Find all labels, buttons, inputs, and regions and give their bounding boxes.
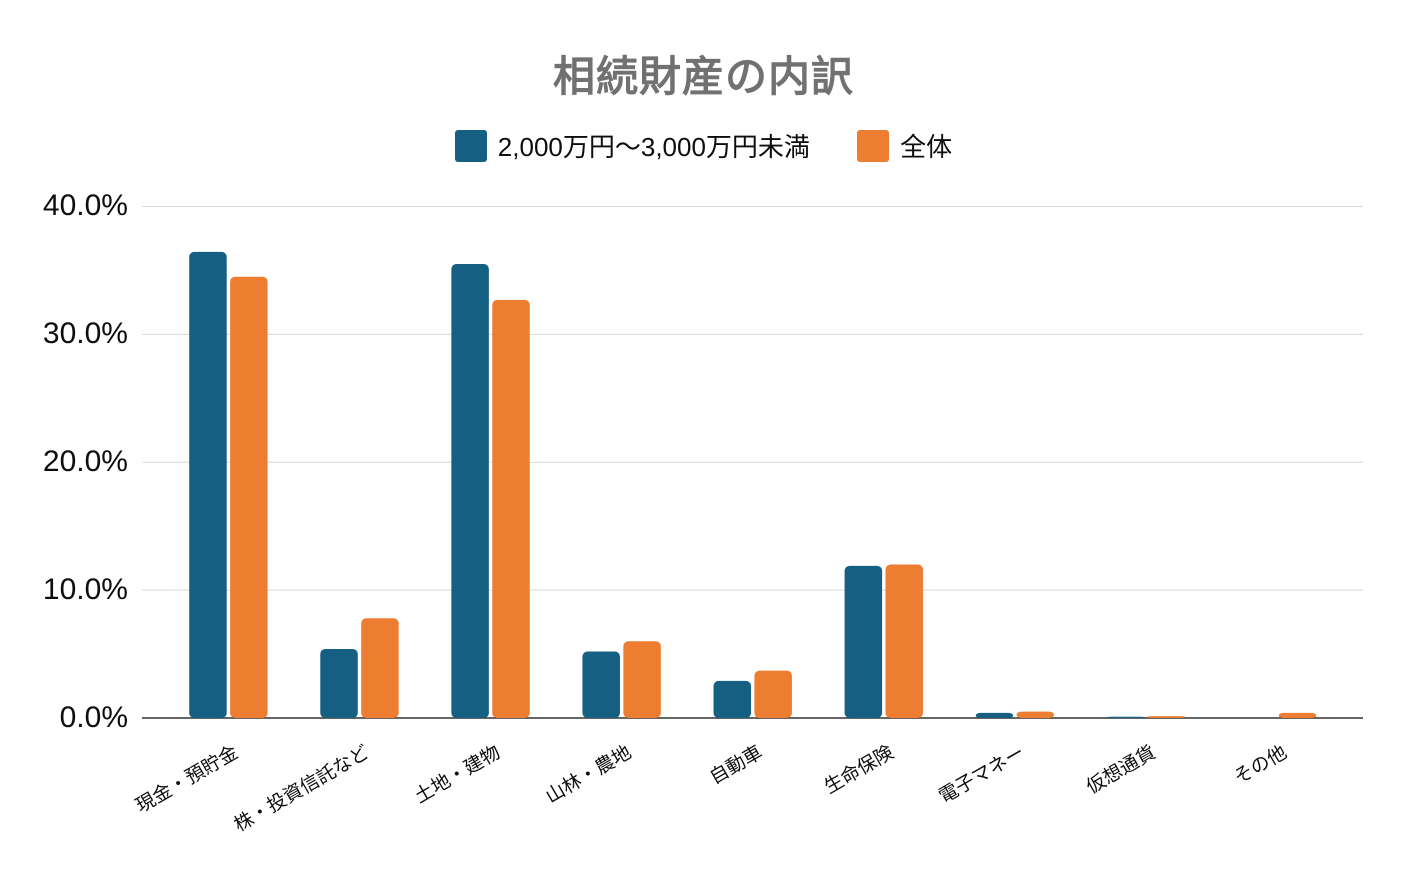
svg-text:0.0%: 0.0% <box>60 701 128 734</box>
svg-text:生命保険: 生命保険 <box>820 741 897 798</box>
svg-text:その他: その他 <box>1230 741 1290 789</box>
svg-text:土地・建物: 土地・建物 <box>411 741 504 808</box>
svg-text:30.0%: 30.0% <box>43 317 128 350</box>
svg-text:株・投資信託など: 株・投資信託など <box>230 741 373 836</box>
svg-text:20.0%: 20.0% <box>43 445 128 478</box>
svg-text:仮想通貨: 仮想通貨 <box>1083 741 1160 798</box>
svg-text:現金・預貯金: 現金・預貯金 <box>132 741 242 817</box>
svg-text:山林・農地: 山林・農地 <box>542 741 635 808</box>
svg-text:10.0%: 10.0% <box>43 573 128 606</box>
svg-text:40.0%: 40.0% <box>43 189 128 222</box>
svg-text:自動車: 自動車 <box>706 741 766 789</box>
svg-text:電子マネー: 電子マネー <box>936 742 1029 808</box>
